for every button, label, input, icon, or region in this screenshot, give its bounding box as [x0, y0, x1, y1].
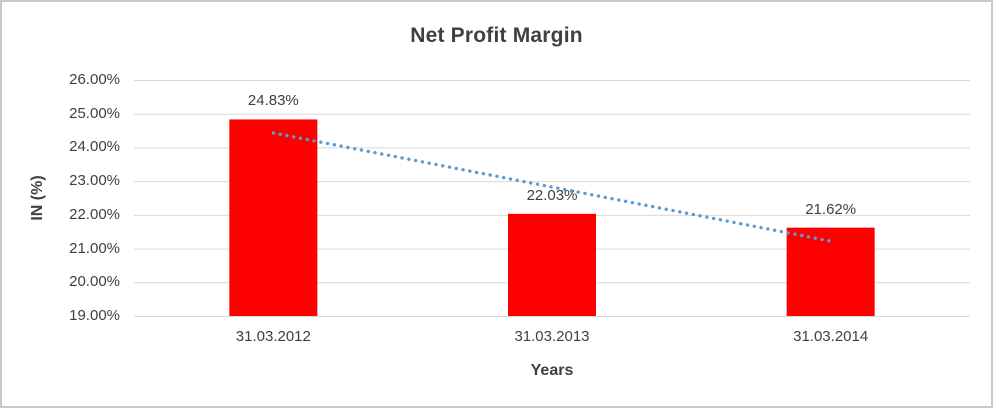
bar	[786, 227, 875, 316]
x-tick-label: 31.03.2013	[514, 328, 590, 345]
bar	[229, 119, 318, 317]
y-tick-label: 25.00%	[69, 104, 120, 122]
chart-title: Net Profit Margin	[410, 24, 583, 47]
trendline	[271, 131, 833, 243]
bar-data-label: 24.83%	[247, 92, 299, 110]
y-tick-label: 19.00%	[69, 307, 120, 324]
y-tick-label: 26.00%	[69, 71, 120, 88]
bar-data-label: 22.03%	[526, 186, 578, 204]
x-tick-label: 31.03.2014	[793, 328, 869, 345]
y-tick-label: 22.00%	[69, 205, 120, 223]
x-tick-label: 31.03.2012	[235, 328, 311, 345]
bar	[508, 213, 596, 316]
y-tick-label: 23.00%	[69, 172, 120, 190]
x-axis-title: Years	[530, 362, 574, 379]
y-tick-label: 20.00%	[69, 273, 120, 291]
y-tick-label: 21.00%	[69, 239, 120, 257]
y-tick-label: 24.00%	[69, 138, 120, 156]
bar-data-label: 21.62%	[805, 200, 857, 218]
